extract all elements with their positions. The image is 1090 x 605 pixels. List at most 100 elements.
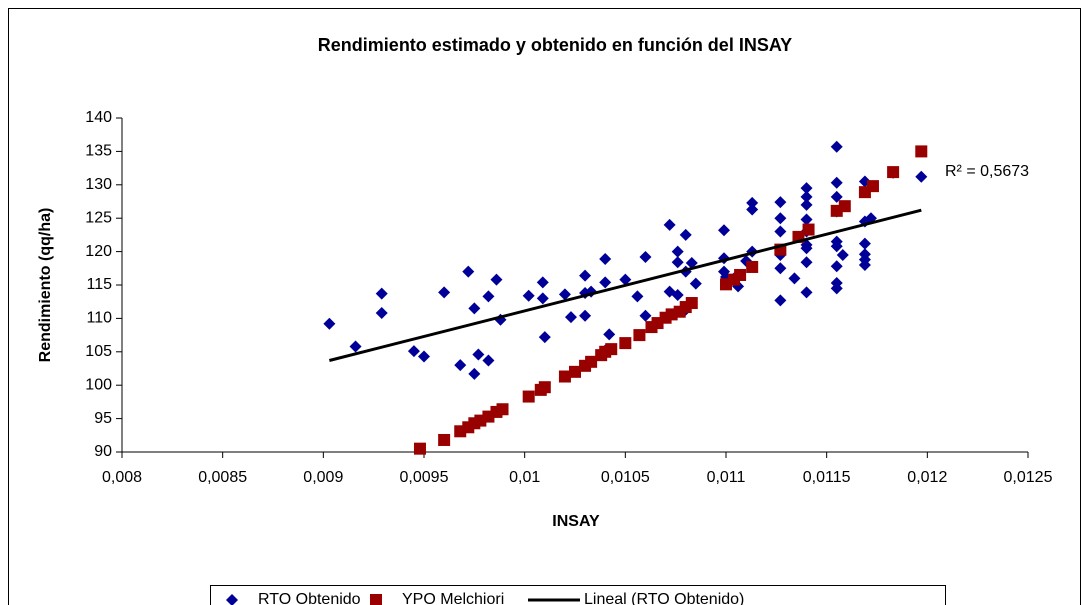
data-point bbox=[407, 345, 420, 358]
data-point bbox=[538, 381, 551, 394]
data-point bbox=[774, 225, 787, 238]
data-point bbox=[746, 196, 759, 209]
y-tick-label: 95 bbox=[94, 410, 112, 427]
data-point bbox=[462, 265, 475, 278]
x-tick-label: 0,011 bbox=[707, 469, 746, 486]
legend-label: YPO Melchiori bbox=[402, 591, 504, 605]
data-point bbox=[802, 223, 815, 236]
data-point bbox=[468, 302, 481, 315]
data-point bbox=[800, 286, 813, 299]
x-tick-label: 0,0085 bbox=[198, 469, 247, 486]
legend-label: RTO Obtenido bbox=[258, 591, 361, 605]
data-point bbox=[619, 337, 632, 350]
y-tick-label: 130 bbox=[85, 176, 112, 193]
legend-label: Lineal (RTO Obtenido) bbox=[584, 591, 744, 605]
data-point bbox=[633, 329, 646, 342]
y-axis-label: Rendimiento (qq/ha) bbox=[37, 208, 54, 363]
data-point bbox=[830, 190, 843, 203]
data-point bbox=[418, 350, 430, 363]
data-point bbox=[490, 273, 503, 286]
data-point bbox=[585, 355, 598, 368]
annotation: R² = 0,5673 bbox=[945, 163, 1029, 180]
data-point bbox=[522, 289, 535, 302]
data-point bbox=[438, 433, 451, 446]
data-point bbox=[496, 403, 509, 416]
data-point bbox=[915, 170, 928, 183]
data-point bbox=[564, 311, 577, 324]
data-point bbox=[774, 196, 787, 209]
data-point bbox=[639, 250, 652, 263]
data-point bbox=[830, 176, 843, 189]
data-point bbox=[482, 354, 495, 367]
y-tick-label: 135 bbox=[85, 143, 112, 160]
data-point bbox=[887, 166, 900, 179]
data-point bbox=[472, 348, 485, 361]
data-point bbox=[858, 237, 871, 250]
data-point bbox=[866, 180, 879, 193]
x-tick-label: 0,0105 bbox=[601, 469, 650, 486]
data-point bbox=[569, 365, 581, 378]
data-point bbox=[717, 224, 730, 237]
data-point bbox=[663, 218, 676, 231]
x-tick-label: 0,0095 bbox=[400, 469, 449, 486]
x-tick-label: 0,01 bbox=[509, 469, 540, 486]
data-point bbox=[830, 260, 843, 273]
data-point bbox=[689, 277, 702, 290]
y-tick-label: 100 bbox=[85, 376, 112, 393]
data-point bbox=[800, 213, 813, 226]
data-point bbox=[734, 268, 747, 281]
legend-box bbox=[210, 585, 946, 605]
data-point bbox=[349, 340, 362, 353]
y-tick-label: 110 bbox=[86, 310, 112, 327]
data-point bbox=[536, 292, 549, 305]
data-point bbox=[413, 442, 426, 455]
data-point bbox=[800, 182, 813, 195]
data-point bbox=[858, 258, 871, 271]
data-point bbox=[685, 256, 698, 269]
data-point bbox=[830, 240, 843, 253]
data-point bbox=[536, 276, 549, 289]
data-point bbox=[915, 145, 928, 158]
x-tick-label: 0,009 bbox=[303, 469, 343, 486]
data-point bbox=[482, 290, 495, 303]
data-point bbox=[679, 228, 692, 241]
data-point bbox=[800, 242, 813, 255]
data-point bbox=[800, 198, 813, 211]
data-point bbox=[579, 269, 592, 282]
data-point bbox=[788, 272, 801, 285]
data-point bbox=[800, 190, 813, 203]
x-axis-label: INSAY bbox=[552, 513, 600, 530]
data-point bbox=[599, 276, 612, 289]
data-point bbox=[746, 203, 759, 216]
data-point bbox=[774, 294, 787, 307]
data-point bbox=[671, 245, 684, 258]
data-point bbox=[538, 331, 551, 344]
data-point bbox=[522, 390, 535, 403]
data-point bbox=[438, 286, 451, 299]
data-point bbox=[836, 248, 849, 261]
data-point bbox=[671, 289, 684, 302]
data-point bbox=[619, 273, 632, 286]
legend-marker bbox=[226, 594, 238, 605]
data-point bbox=[558, 288, 571, 301]
y-tick-label: 125 bbox=[85, 209, 112, 226]
data-point bbox=[631, 290, 644, 303]
y-tick-label: 105 bbox=[85, 343, 112, 360]
data-point bbox=[605, 343, 618, 356]
data-point bbox=[603, 328, 616, 341]
data-point bbox=[800, 256, 813, 269]
data-point bbox=[375, 307, 388, 320]
chart-title: Rendimiento estimado y obtenido en funci… bbox=[318, 35, 792, 55]
data-point bbox=[639, 309, 652, 322]
data-point bbox=[454, 359, 467, 372]
data-point bbox=[830, 282, 843, 295]
data-point bbox=[468, 367, 481, 380]
x-tick-label: 0,008 bbox=[102, 469, 142, 486]
legend-marker bbox=[370, 594, 382, 605]
data-point bbox=[375, 287, 388, 300]
trend-line bbox=[329, 208, 922, 362]
data-point bbox=[323, 317, 336, 330]
data-point bbox=[671, 256, 684, 269]
data-point bbox=[830, 140, 843, 153]
